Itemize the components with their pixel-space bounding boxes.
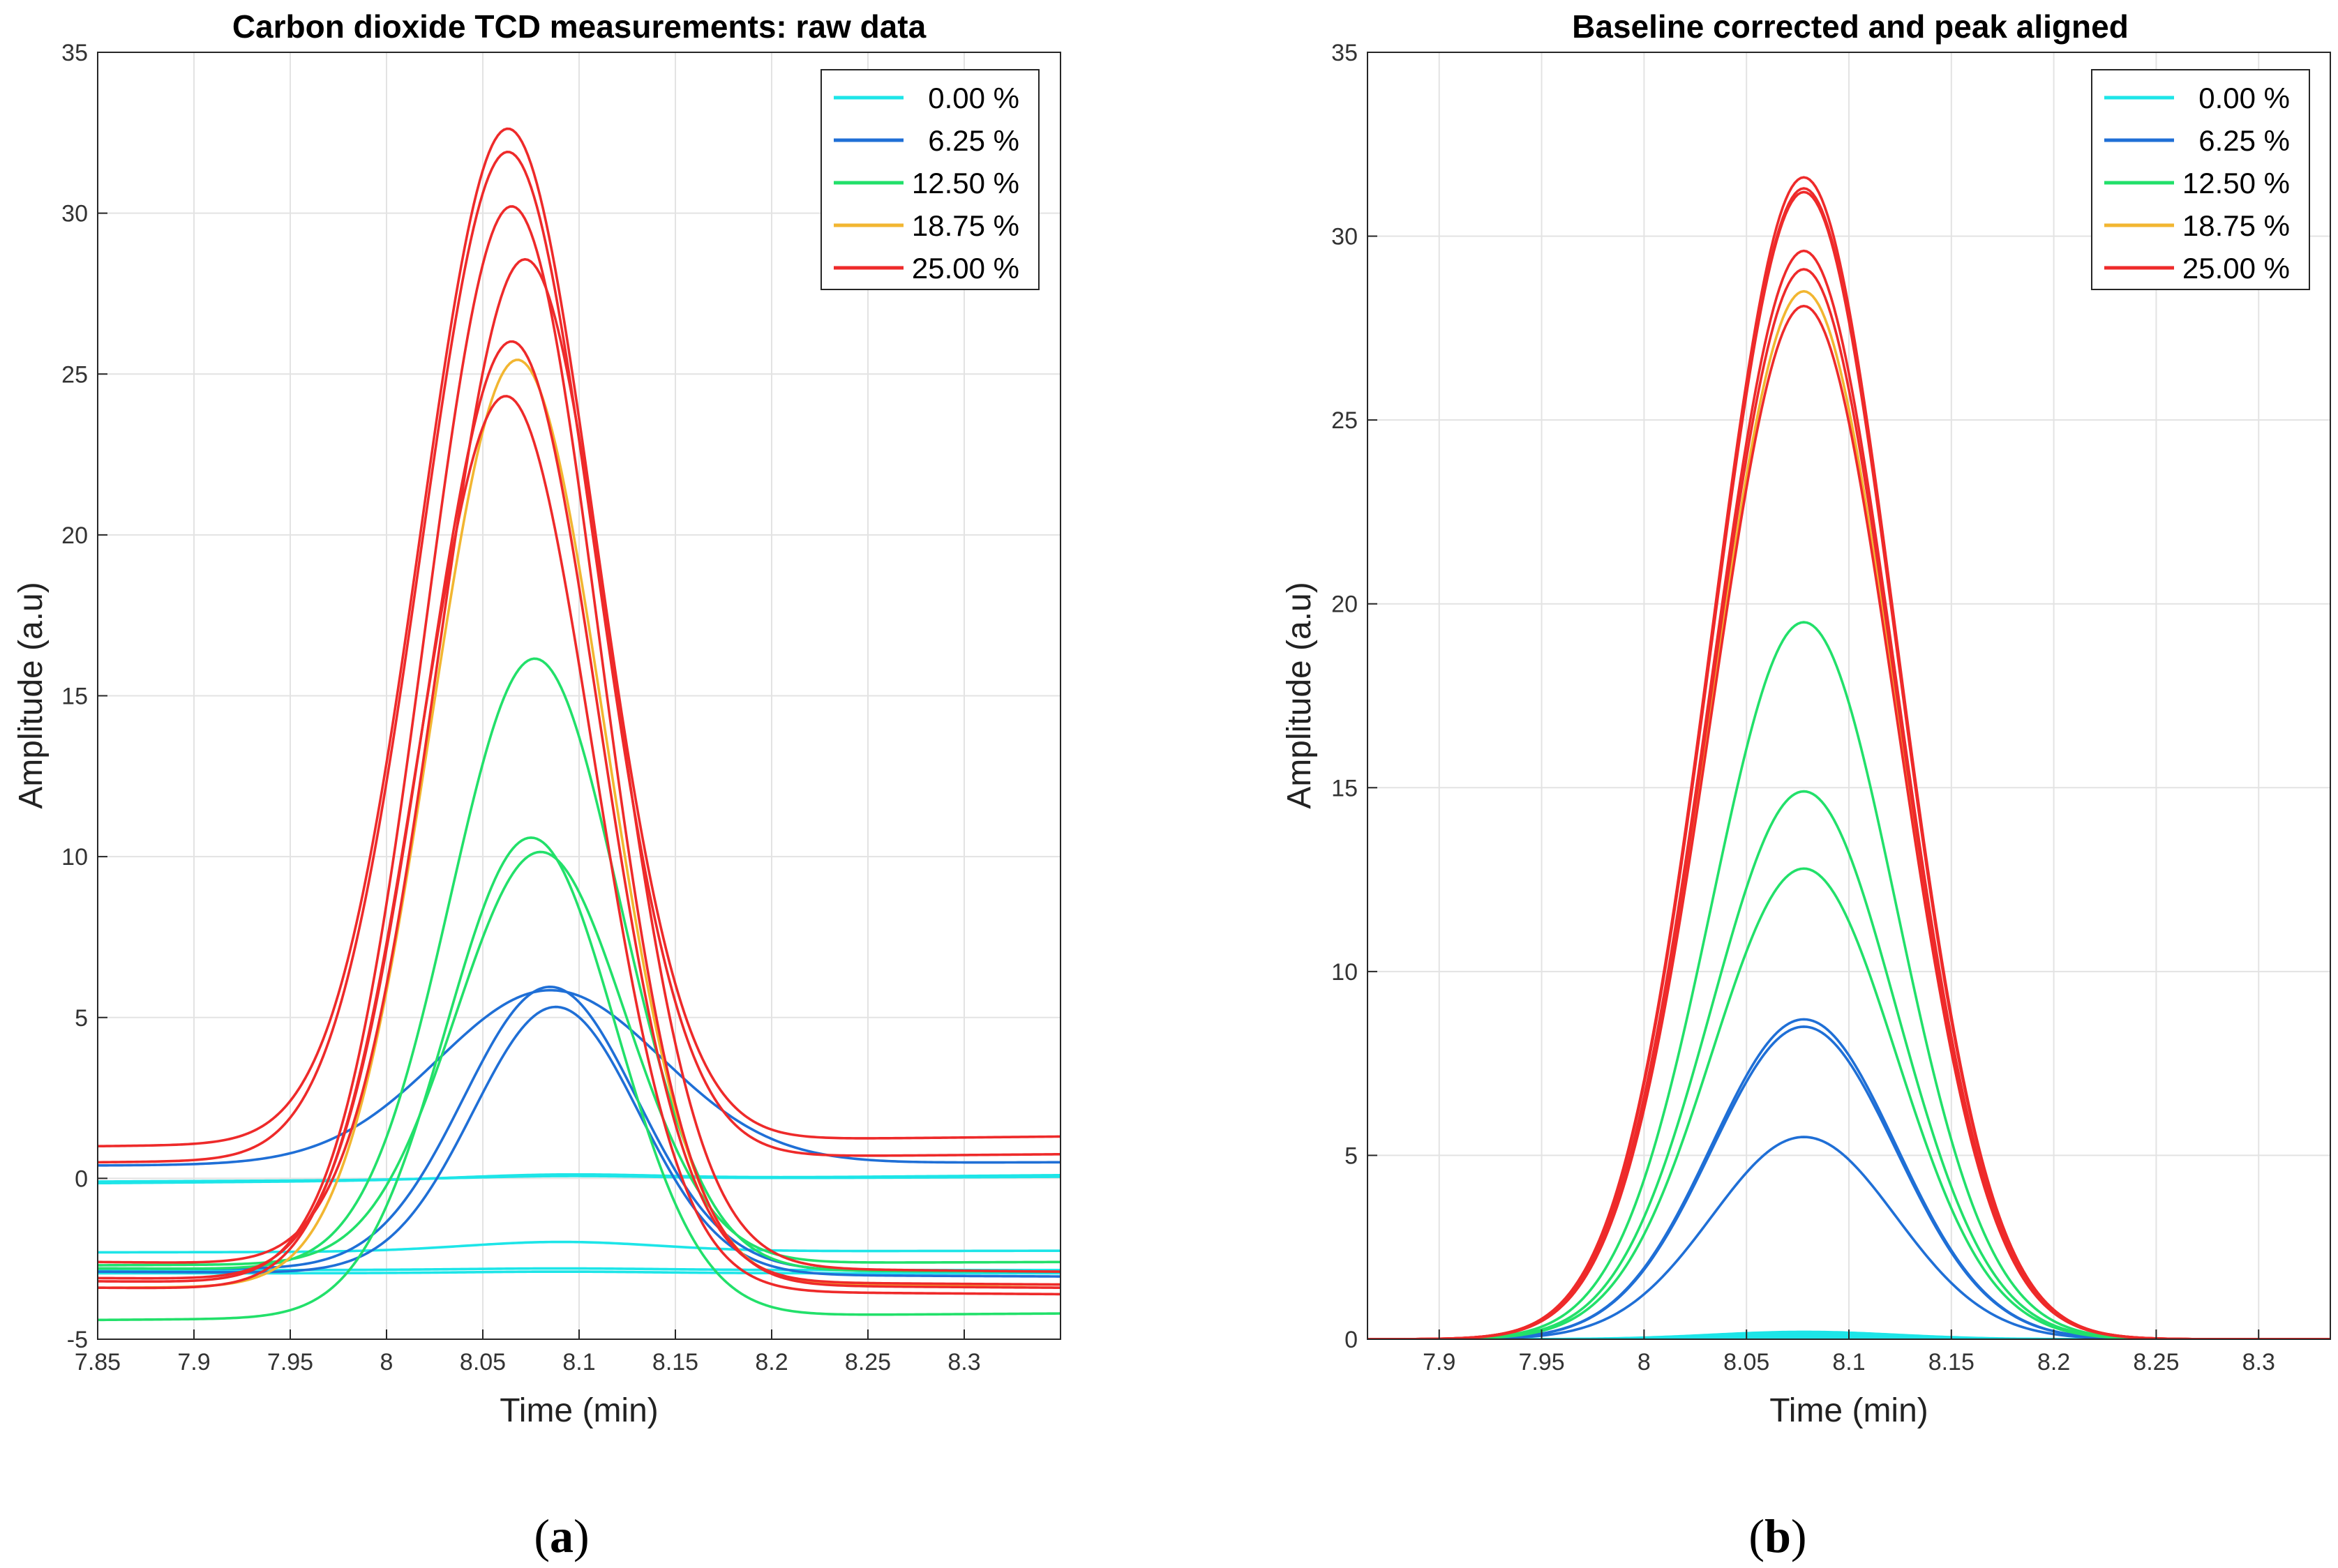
legend-label: 18.75 % xyxy=(912,209,1019,242)
panel-a-x-ticks: 7.85 7.9 7.95 8 8.05 8.1 8.15 8.2 8.25 8.3 xyxy=(75,1329,981,1375)
panel-b-x-ticks: 7.9 7.95 8 8.05 8.1 8.15 8.2 8.25 8.3 xyxy=(1423,1329,2275,1375)
series-line-1250 xyxy=(98,850,1061,1267)
series-line-1250 xyxy=(98,836,1061,1322)
panel-b-legend-items: 0.00 % 6.25 % 12.50 % 18.75 % 25.00 % xyxy=(2104,82,2290,285)
x-tick-label: 7.95 xyxy=(1518,1349,1564,1375)
panel-a-chart: Carbon dioxide TCD measurements: raw dat… xyxy=(13,8,1061,1562)
y-tick-label: 15 xyxy=(61,684,88,710)
y-tick-label: 20 xyxy=(1331,591,1358,618)
legend-label: 6.25 % xyxy=(928,124,1019,157)
y-tick-label: 25 xyxy=(1331,407,1358,434)
y-tick-label: 5 xyxy=(75,1005,88,1032)
series-line-625 xyxy=(98,1005,1061,1278)
panel-b-gridlines xyxy=(1367,52,2330,1339)
panel-a-curves xyxy=(98,127,1061,1322)
x-tick-label: 8.25 xyxy=(2133,1349,2179,1375)
series-line-2500 xyxy=(98,127,1061,1148)
panel-a-legend-box xyxy=(820,69,1040,290)
panel-a-y-ticks: -5 0 5 10 15 20 25 30 35 xyxy=(61,40,107,1353)
series-line-2500 xyxy=(98,340,1061,1286)
panel-a-caption-letter: a xyxy=(550,1509,574,1562)
panel-b-legend: 0.00 % 6.25 % 12.50 % 18.75 % 25.00 % xyxy=(2091,69,2310,290)
legend-label: 25.00 % xyxy=(912,252,1019,285)
panel-b-y-ticks: 0 5 10 15 20 25 30 35 xyxy=(1331,40,1377,1353)
y-tick-label: 35 xyxy=(61,40,88,66)
legend-label: 0.00 % xyxy=(928,82,1019,114)
legend-label: 18.75 % xyxy=(2182,209,2290,242)
panel-b-title: Baseline corrected and peak aligned xyxy=(1572,8,2129,45)
y-tick-label: 15 xyxy=(1331,775,1358,801)
x-tick-label: 7.9 xyxy=(177,1349,210,1375)
y-tick-label: 0 xyxy=(1344,1327,1358,1353)
x-tick-label: 8.3 xyxy=(947,1349,980,1375)
y-tick-label: 30 xyxy=(1331,224,1358,250)
x-tick-label: 8.1 xyxy=(562,1349,595,1375)
x-tick-label: 8.05 xyxy=(1723,1349,1769,1375)
panel-a-caption: (a) xyxy=(534,1509,589,1562)
x-tick-label: 8.2 xyxy=(2037,1349,2070,1375)
series-line-1875 xyxy=(98,359,1061,1289)
x-tick-label: 8.15 xyxy=(652,1349,698,1375)
x-tick-label: 7.9 xyxy=(1423,1349,1455,1375)
x-tick-label: 8.05 xyxy=(460,1349,506,1375)
x-tick-label: 8.3 xyxy=(2242,1349,2275,1375)
x-tick-label: 8.2 xyxy=(755,1349,788,1375)
panel-b-caption: (b) xyxy=(1748,1509,1806,1562)
x-tick-label: 8.15 xyxy=(1928,1349,1974,1375)
y-tick-label: 30 xyxy=(61,201,88,227)
y-tick-label: 10 xyxy=(1331,959,1358,986)
panel-a-legend-items: 0.00 % 6.25 % 12.50 % 18.75 % 25.00 % xyxy=(834,82,1019,285)
y-tick-label: -5 xyxy=(67,1327,88,1353)
panel-b-y-axis-label: Amplitude (a.u) xyxy=(1281,582,1318,808)
y-tick-label: 25 xyxy=(61,361,88,388)
legend-label: 6.25 % xyxy=(2198,124,2290,157)
series-line-2500 xyxy=(98,257,1061,1273)
legend-label: 12.50 % xyxy=(2182,167,2290,199)
legend-label: 25.00 % xyxy=(2182,252,2290,285)
panel-a-y-axis-label: Amplitude (a.u) xyxy=(13,582,50,808)
panel-a-legend: 0.00 % 6.25 % 12.50 % 18.75 % 25.00 % xyxy=(820,69,1040,290)
x-tick-label: 7.95 xyxy=(267,1349,313,1375)
series-line-000 xyxy=(98,1240,1061,1254)
panel-b-x-axis-label: Time (min) xyxy=(1769,1392,1928,1429)
y-tick-label: 5 xyxy=(1344,1143,1358,1169)
x-tick-label: 8.1 xyxy=(1832,1349,1865,1375)
y-tick-label: 20 xyxy=(61,522,88,549)
y-tick-label: 10 xyxy=(61,844,88,870)
x-tick-label: 8.25 xyxy=(845,1349,891,1375)
y-tick-label: 35 xyxy=(1331,40,1358,66)
panel-a-x-axis-label: Time (min) xyxy=(500,1392,659,1429)
panel-a-title: Carbon dioxide TCD measurements: raw dat… xyxy=(232,8,927,45)
legend-label: 12.50 % xyxy=(912,167,1019,199)
legend-label: 0.00 % xyxy=(2198,82,2290,114)
series-line-625 xyxy=(98,988,1061,1167)
panel-b-chart: Baseline corrected and peak aligned 7.9 7… xyxy=(1281,8,2331,1562)
x-tick-label: 8 xyxy=(1638,1349,1651,1375)
x-tick-label: 7.85 xyxy=(75,1349,121,1375)
series-line-2500 xyxy=(98,395,1061,1296)
series-line-000 xyxy=(98,1173,1061,1185)
panel-b-caption-letter: b xyxy=(1764,1509,1791,1562)
panel-b-legend-box xyxy=(2091,69,2310,290)
x-tick-label: 8 xyxy=(380,1349,394,1375)
y-tick-label: 0 xyxy=(75,1166,88,1192)
